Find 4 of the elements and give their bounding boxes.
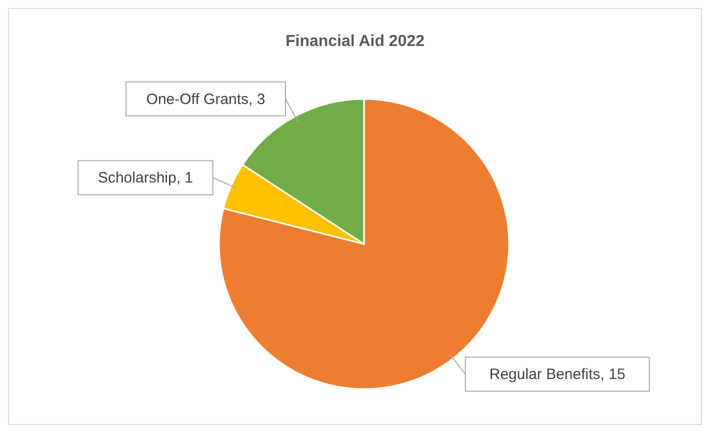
slice-label: Regular Benefits, 15: [489, 366, 626, 384]
chart-title: Financial Aid 2022: [284, 33, 426, 51]
slice-label: One-Off Grants, 3: [146, 90, 266, 108]
slice-label: Scholarship, 1: [98, 170, 194, 187]
